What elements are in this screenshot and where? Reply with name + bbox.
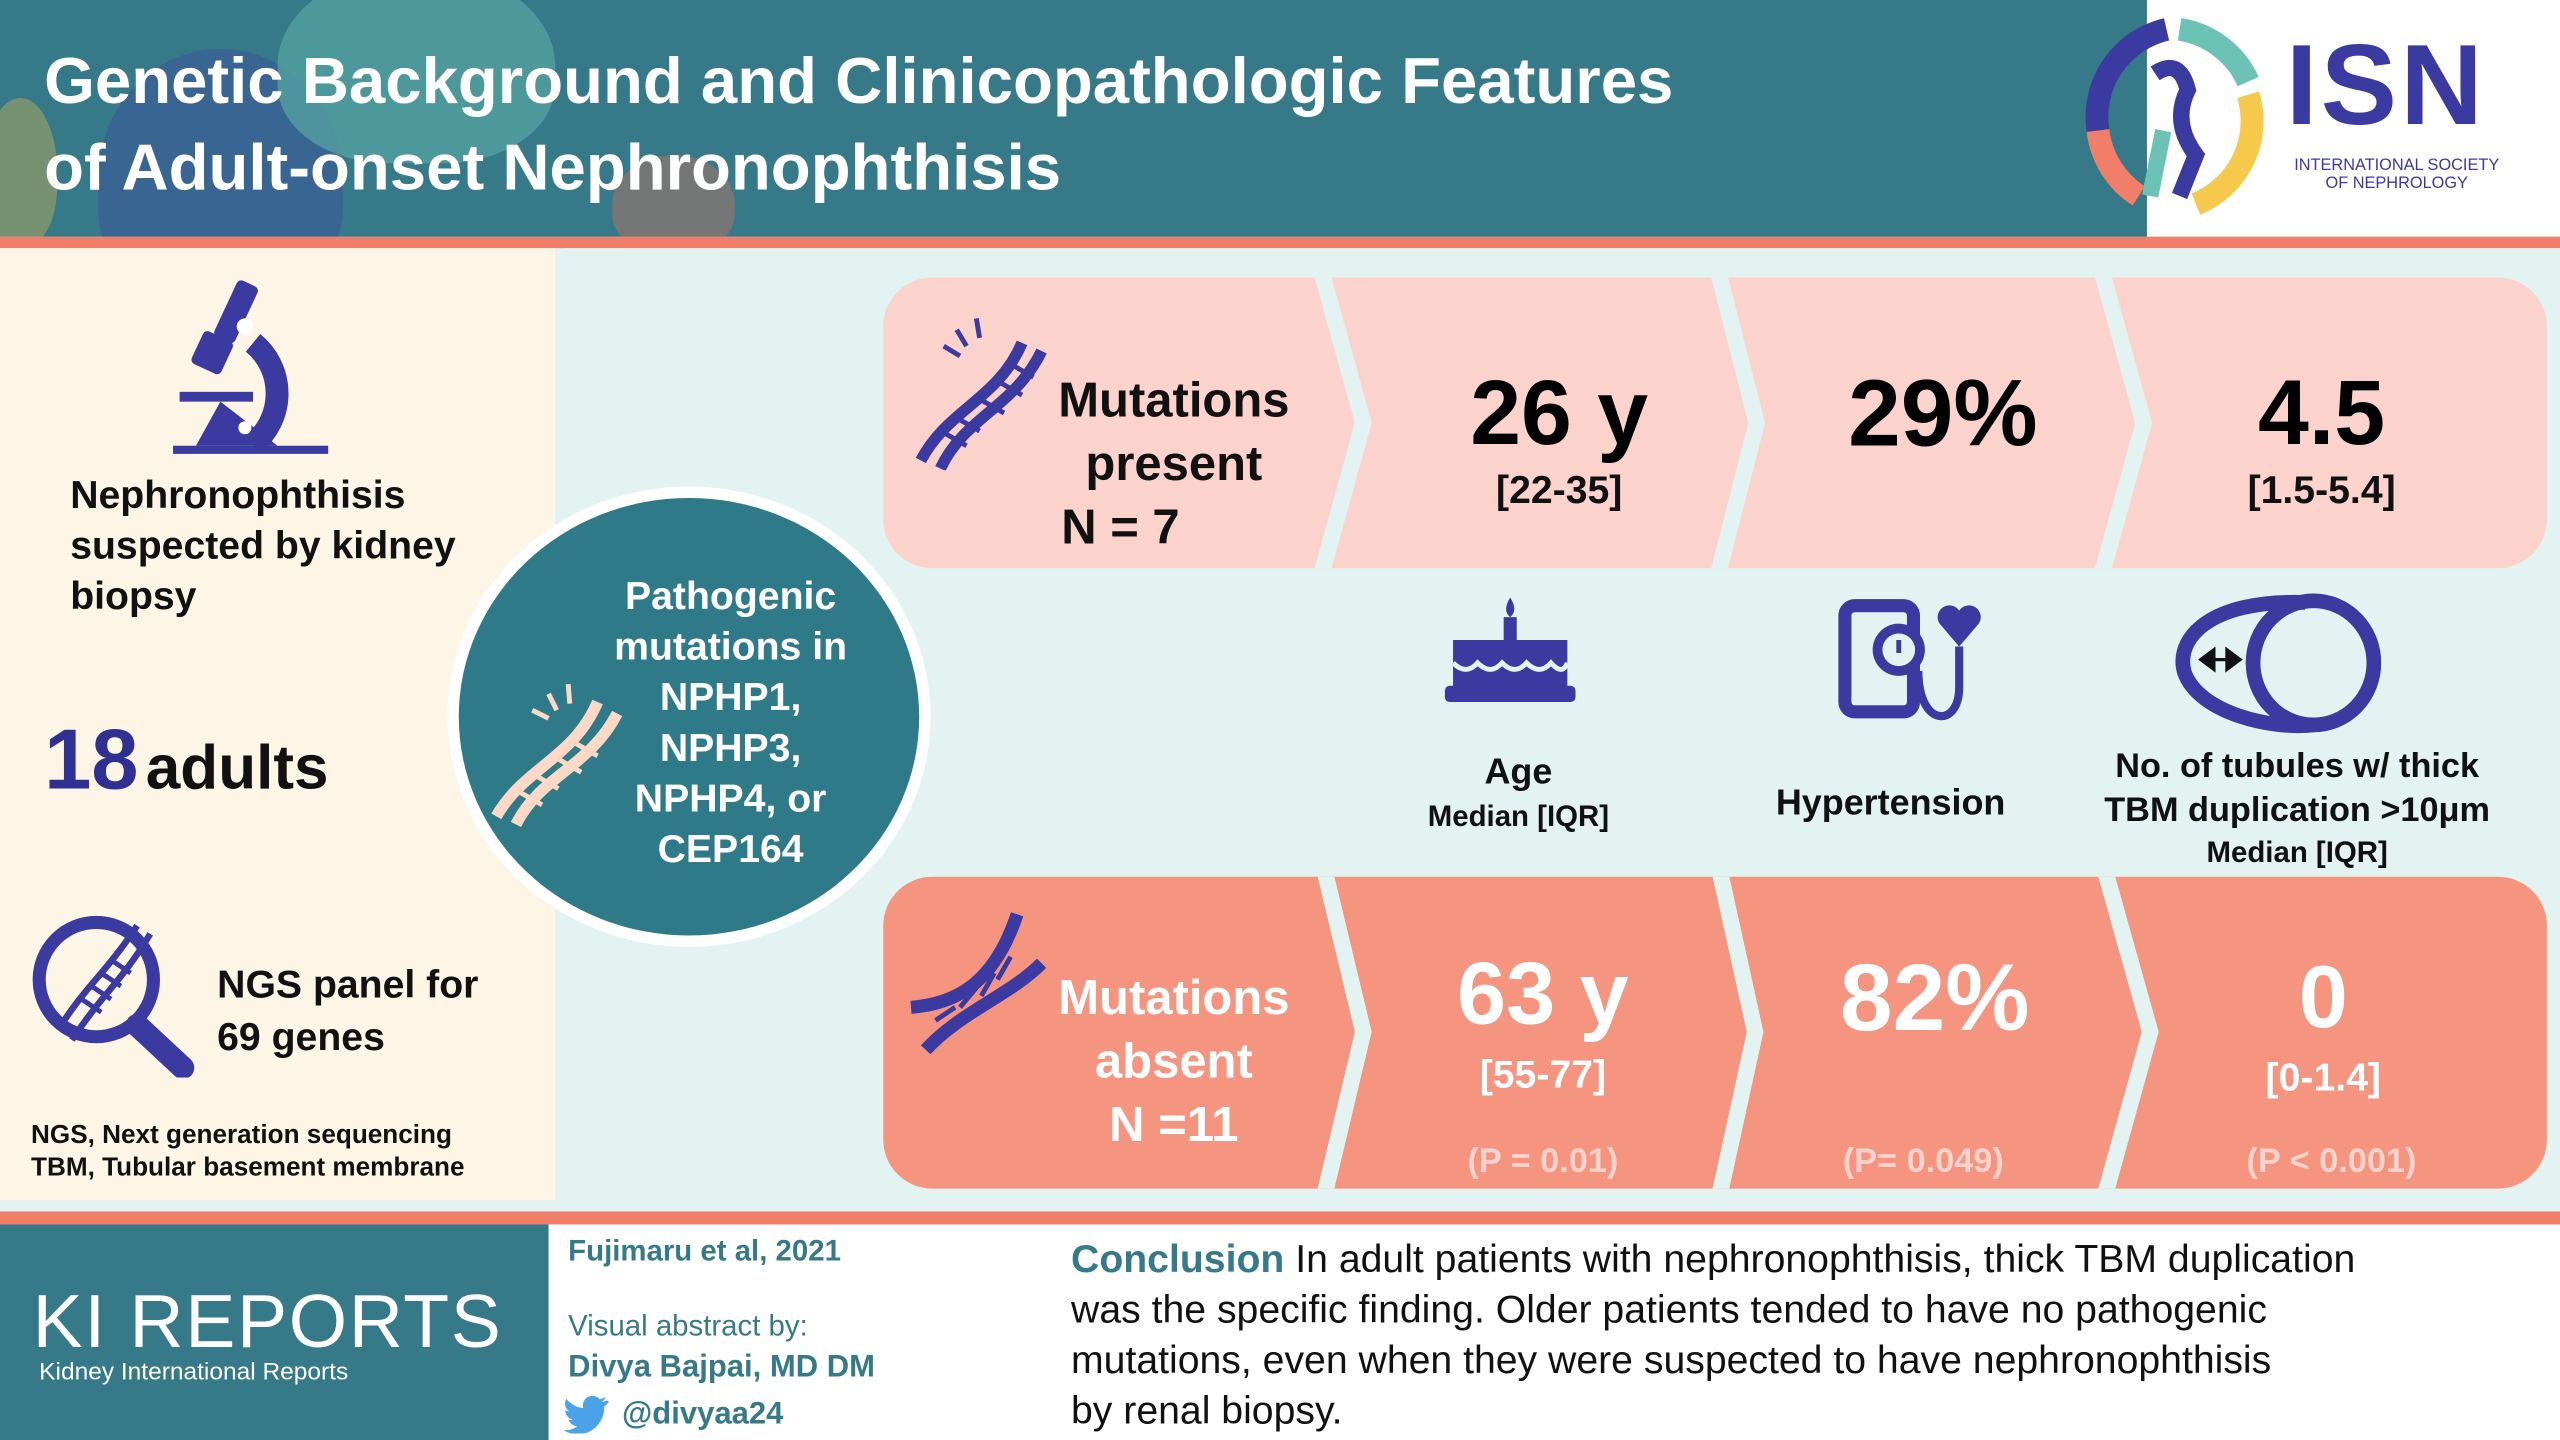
ngs-line: 69 genes [217,1015,385,1060]
label-line: absent [1094,1035,1253,1089]
decorative-shape [0,97,58,237]
author-name: Divya Bajpai, MD DM [568,1350,875,1385]
present-age-value: 26 y [1470,360,1649,464]
dna-icon [910,912,1047,1055]
absent-hypertension-value: 82% [1839,945,2030,1052]
conclusion-line: was the specific finding. Older patients… [1071,1288,2267,1333]
decorative-shape [277,0,556,164]
pathogenic-mutations-text: Pathogenic mutations in NPHP1, NPHP3, NP… [588,571,874,875]
mutations-absent-label: Mutations absent N =11 [1029,967,1320,1158]
biopsy-line: biopsy [70,574,197,619]
adult-count-label: adults [145,734,329,804]
circle-line: NPHP4, or [634,777,827,822]
citation: Fujimaru et al, 2021 [568,1234,841,1267]
conclusion-line: mutations, even when they were suspected… [1071,1338,2272,1383]
tubules-label: No. of tubules w/ thick TBM duplication … [2060,744,2533,871]
isn-logo-subtitle: INTERNATIONAL SOCIETY OF NEPHROLOGY [2282,157,2511,193]
circle-line: Pathogenic [625,574,837,619]
absent-age-range: [55-77] [1479,1053,1607,1098]
label-line: present [1085,437,1263,492]
conclusion: Conclusion In adult patients with nephro… [1071,1234,2355,1436]
circle-line: mutations in [614,625,848,670]
absent-tubules-p-value: (P < 0.001) [2246,1142,2417,1181]
tubule-icon [2175,593,2382,733]
pathogenic-mutations-circle [458,497,920,936]
age-sublabel: Median [IQR] [1427,799,1609,833]
mutations-present-label: Mutations present N = 7 [1029,369,1320,560]
adult-count-number: 18 [44,713,139,809]
present-hypertension-value: 29% [1848,360,2038,467]
present-tubules-value: 4.5 [2258,360,2386,464]
hypertension-label: Hypertension [1775,782,2006,823]
title-line: Genetic Background and Clinicopathologic… [44,45,1674,118]
ngs-text: NGS panel for 69 genes [217,960,478,1064]
journal-name: KI REPORTS [32,1278,503,1364]
circle-line: CEP164 [657,827,804,872]
isn-subtitle-line: INTERNATIONAL SOCIETY [2294,156,2500,175]
present-age-range: [22-35] [1496,468,1623,513]
title-line: of Adult-onset Nephronophthisis [44,132,1062,205]
tubules-label-line: TBM duplication >10μm [2104,791,2491,830]
abbreviations: NGS, Next generation sequencing TBM, Tub… [31,1120,465,1185]
abbreviation: TBM, Tubular basement membrane [31,1154,465,1183]
divider [0,236,2560,249]
chevron-separators [1314,277,2153,569]
label-line: N = 7 [1061,501,1180,556]
conclusion-line: In adult patients with nephronophthisis,… [1284,1237,2356,1282]
circle-line: NPHP3, [659,726,802,771]
absent-tubules-range: [0-1.4] [2265,1056,2381,1101]
age-label: Age [1484,751,1553,792]
mutations-absent-row [883,876,2547,1189]
birthday-cake-icon [1444,597,1576,703]
biopsy-line: Nephronophthisis [70,473,406,518]
chevron-separators [1317,876,2159,1189]
abbreviation: NGS, Next generation sequencing [31,1121,452,1150]
divider [0,1211,2560,1225]
present-tubules-range: [1.5-5.4] [2247,468,2396,513]
isn-subtitle-line: OF NEPHROLOGY [2325,174,2468,193]
dna-magnifier-icon [32,915,195,1078]
ngs-line: NGS panel for [217,963,479,1008]
conclusion-label: Conclusion [1071,1237,1285,1282]
label-line: Mutations [1058,971,1290,1026]
absent-tubules-value: 0 [2298,948,2348,1047]
absent-hypertension-p-value: (P= 0.049) [1842,1142,2004,1181]
circle-line: NPHP1, [659,675,802,720]
microscope-icon [173,280,329,454]
isn-emblem-icon [2085,18,2264,215]
twitter-handle[interactable]: @divyaa24 [622,1397,784,1432]
dna-icon [491,683,623,828]
absent-age-p-value: (P = 0.01) [1467,1142,1619,1181]
ki-reports-logo: KI REPORTS Kidney International Reports [0,1224,549,1440]
isn-logo [2085,0,2560,237]
adult-count: 18 adults [44,712,328,810]
biopsy-text: Nephronophthisis suspected by kidney bio… [70,470,455,622]
decorative-shape [612,155,735,237]
blood-pressure-icon [1838,599,1981,721]
twitter-icon[interactable] [563,1394,609,1434]
label-line: Mutations [1058,373,1290,428]
absent-age-value: 63 y [1457,945,1629,1044]
biopsy-line: suspected by kidney [70,524,456,569]
conclusion-line: by renal biopsy. [1071,1389,1343,1434]
tubules-sublabel: Median [IQR] [2206,835,2388,869]
isn-logo-text: ISN [2285,21,2487,149]
tubules-label-line: No. of tubules w/ thick [2115,747,2480,786]
abstract-by-label: Visual abstract by: [568,1309,808,1343]
label-line: N =11 [1109,1098,1239,1153]
page-title: Genetic Background and Clinicopathologic… [44,39,1673,212]
mutations-present-row [883,277,2547,569]
dna-icon [915,317,1047,471]
journal-subtitle: Kidney International Reports [39,1358,349,1387]
